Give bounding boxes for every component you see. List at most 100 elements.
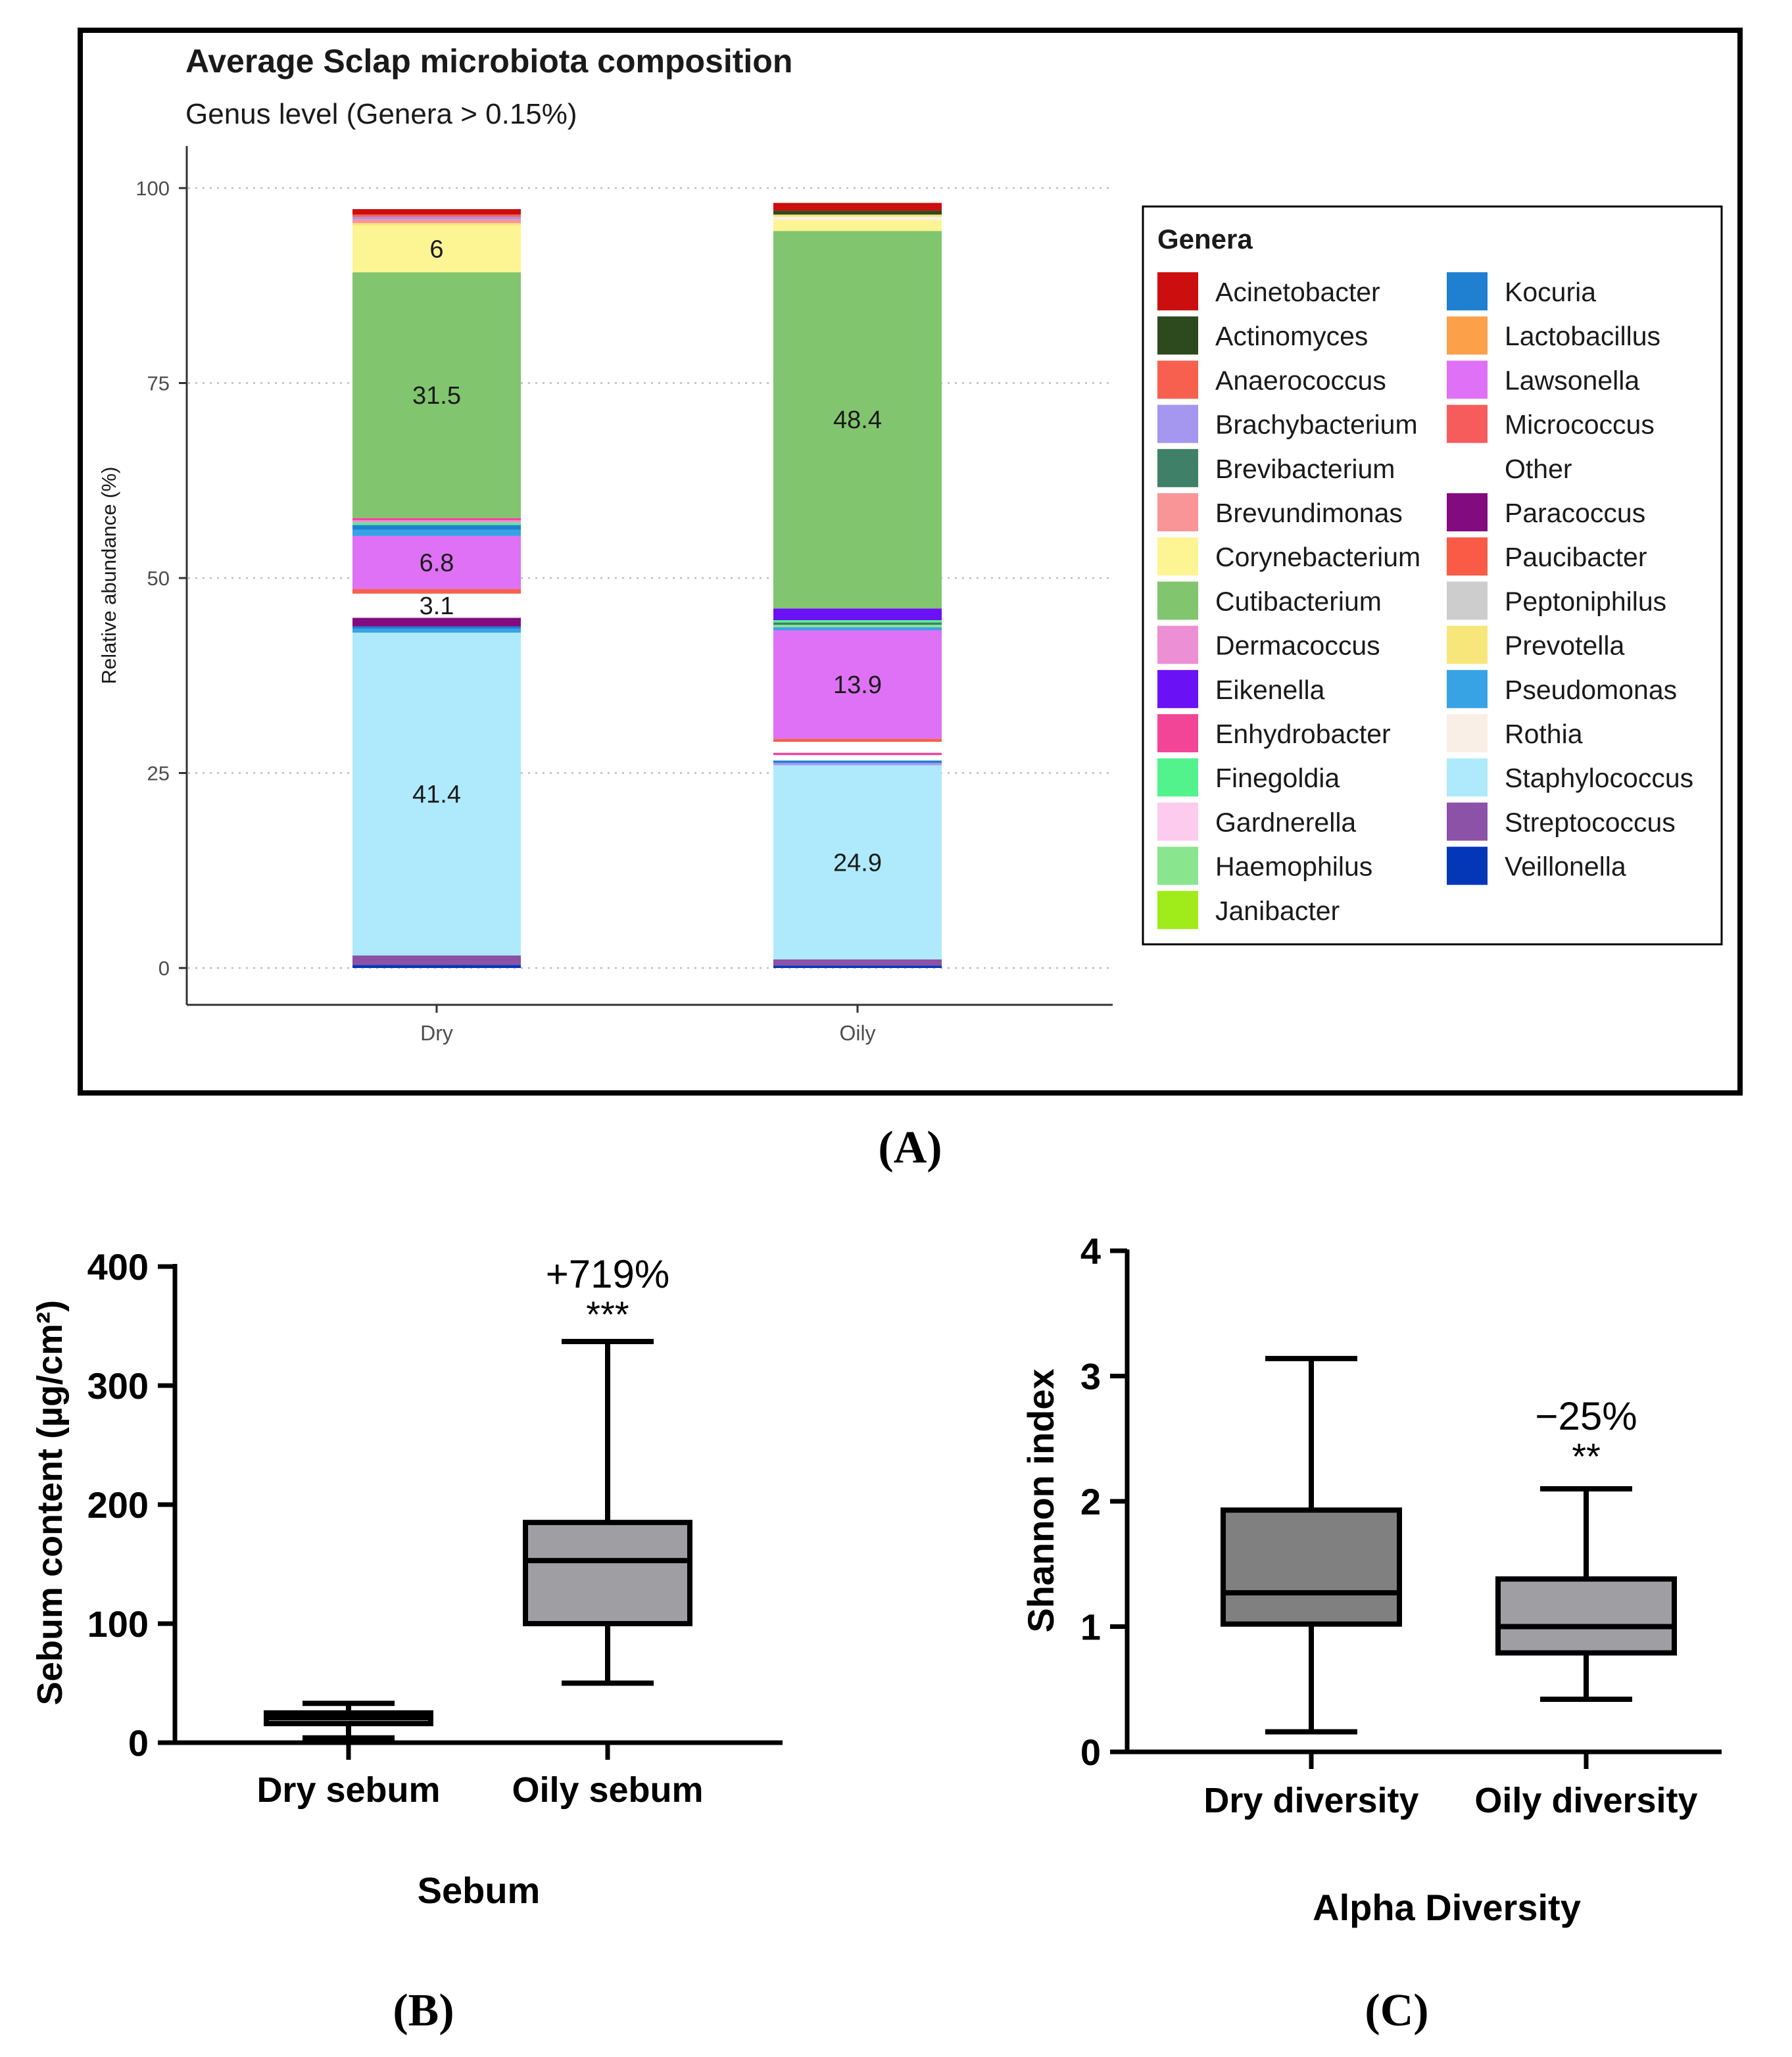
bar-seg-dry-corynebacterium-15 xyxy=(352,225,521,273)
b-y-tick-label-100: 100 xyxy=(87,1603,149,1645)
bar-seg-oily-enhydrobacter-6 xyxy=(773,752,942,756)
a-y-ticks: 0 25 50 75 100 xyxy=(135,177,187,980)
legend-swatch-micrococcus xyxy=(1447,404,1488,443)
legend-label-corynebacterium: Corynebacterium xyxy=(1215,542,1420,572)
bar-seg-dry-anaerococcus-7 xyxy=(352,589,521,594)
panel-c-caption: (C) xyxy=(1365,1985,1428,2036)
a-y-tick-label-50: 50 xyxy=(147,567,170,590)
legend-label-paracoccus: Paracoccus xyxy=(1505,498,1645,528)
b-x-tick-label-dry-sebum: Dry sebum xyxy=(256,1770,440,1810)
b-annotation-percent: +719% xyxy=(546,1252,670,1296)
a-y-tick-label-0: 0 xyxy=(158,957,170,980)
legend: Genera Acinetobacter Actinomyces Anaerococ… xyxy=(1142,205,1723,946)
legend-swatch-gardnerella xyxy=(1157,802,1198,841)
bar-seg-dry-brevundimonas-17 xyxy=(352,219,521,224)
legend-swatch-acinetobacter xyxy=(1157,272,1198,310)
c-x-axis-label: Alpha Diversity xyxy=(1313,1887,1581,1928)
a-y-axis-label: Relative abundance (%) xyxy=(97,467,120,685)
bar-seg-dry-paracoccus-5 xyxy=(352,617,521,627)
c-annotations: −25%** xyxy=(1535,1394,1637,1477)
c-y-axis-label: Shannon index xyxy=(1020,1368,1061,1632)
panel-b-caption: (B) xyxy=(393,1985,454,2036)
bar-seg-dry-cutibacterium-14 xyxy=(352,272,521,518)
bar-seg-dry-pseudomonas-3 xyxy=(352,629,521,633)
bar-value-label-dry-staphylococcus: 41.4 xyxy=(412,781,461,809)
bar-value-label-oily-cutibacterium: 48.4 xyxy=(833,406,882,434)
legend-label-rothia: Rothia xyxy=(1505,719,1583,749)
legend-label-lawsonella: Lawsonella xyxy=(1505,365,1639,395)
legend-swatch-lawsonella xyxy=(1447,360,1488,399)
legend-label-staphylococcus: Staphylococcus xyxy=(1505,763,1693,793)
bar-seg-dry-kocuria-10 xyxy=(352,525,521,530)
a-bar-labels: 41.4 3.1 6.8 31.5 6 24.9 13.9 48.4 xyxy=(412,236,882,877)
legend-swatch-brevibacterium xyxy=(1157,448,1198,487)
bar-value-label-dry-cutibacterium: 31.5 xyxy=(412,382,461,410)
legend-swatch-brevundimonas xyxy=(1157,493,1198,531)
b-y-tick-label-200: 200 xyxy=(87,1484,149,1526)
legend-label-streptococcus: Streptococcus xyxy=(1505,807,1676,837)
bar-seg-dry-brachybacterium-18 xyxy=(352,216,521,220)
legend-label-peptoniphilus: Peptoniphilus xyxy=(1505,586,1666,616)
legend-swatch-veillonella xyxy=(1447,846,1488,885)
c-boxes xyxy=(1221,1355,1677,1735)
b-annotations: +719%*** xyxy=(546,1252,670,1335)
bar-seg-oily-prevotella-18 xyxy=(773,214,942,217)
b-boxes xyxy=(264,1339,692,1741)
legend-swatch-staphylococcus xyxy=(1447,758,1488,797)
c-x-tick-label-oily-diversity: Oily diversity xyxy=(1474,1781,1697,1820)
a-y-tick-label-100: 100 xyxy=(135,177,170,200)
chart-subtitle: Genus level (Genera > 0.15%) xyxy=(185,98,577,130)
legend-label-paucibacter: Paucibacter xyxy=(1505,542,1647,572)
legend-frame xyxy=(1142,205,1723,946)
a-x-ticks: Dry Oily xyxy=(420,1005,876,1045)
a-y-tick-label-75: 75 xyxy=(147,372,170,395)
a-x-tick-label-dry: Dry xyxy=(420,1021,453,1045)
bar-seg-dry-other-6 xyxy=(352,593,521,618)
c-box-dry-diversity xyxy=(1221,1507,1402,1627)
bar-seg-oily-acinetobacter-20 xyxy=(773,203,942,211)
legend-label-eikenella: Eikenella xyxy=(1215,675,1325,705)
legend-swatch-paucibacter xyxy=(1447,537,1488,576)
bar-seg-dry-lawsonella-8 xyxy=(352,535,521,589)
legend-swatch-kocuria xyxy=(1447,272,1488,310)
bar-seg-oily-corynebacterium-16 xyxy=(773,220,942,231)
legend-label-anaerococcus: Anaerococcus xyxy=(1215,365,1386,395)
a-bars xyxy=(352,203,942,968)
bar-seg-oily-brevibacterium-12 xyxy=(773,622,942,625)
legend-swatch-corynebacterium xyxy=(1157,537,1198,576)
bar-seg-oily-eikenella-14 xyxy=(773,608,942,621)
legend-label-dermacoccus: Dermacoccus xyxy=(1215,631,1380,661)
legend-label-lactobacillus: Lactobacillus xyxy=(1505,321,1660,351)
legend-label-haemophilus: Haemophilus xyxy=(1215,852,1372,882)
c-y-tick-label-0: 0 xyxy=(1080,1731,1101,1773)
bar-seg-oily-veillonella-0 xyxy=(773,965,942,968)
c-y-ticks: 0 1 2 3 4 xyxy=(1080,1230,1127,1773)
bar-value-label-dry-corynebacterium: 6 xyxy=(429,236,443,264)
legend-label-janibacter: Janibacter xyxy=(1215,896,1340,926)
panel-b: 0 100 200 300 400 Dry sebum Oily sebum +719%*… xyxy=(30,1246,783,1911)
b-x-tick-label-oily-sebum: Oily sebum xyxy=(512,1770,703,1810)
panel-a: Average Sclap microbiota composition Gen… xyxy=(78,28,1743,1096)
legend-label-kocuria: Kocuria xyxy=(1505,277,1596,307)
legend-label-cutibacterium: Cutibacterium xyxy=(1215,586,1382,616)
bar-seg-oily-finegoldia-13 xyxy=(773,620,942,623)
bar-seg-oily-haemophilus-11 xyxy=(773,625,942,627)
legend-swatch-haemophilus xyxy=(1157,846,1198,885)
legend-swatch-actinomyces xyxy=(1157,316,1198,355)
c-y-tick-label-3: 3 xyxy=(1080,1356,1101,1397)
bar-seg-dry-pseudomonas-9 xyxy=(352,529,521,536)
legend-swatch-lactobacillus xyxy=(1447,316,1488,355)
legend-label-brachybacterium: Brachybacterium xyxy=(1215,410,1418,440)
bar-seg-oily-pseudomonas-10 xyxy=(773,627,942,631)
legend-label-other: Other xyxy=(1505,454,1572,484)
b-y-tick-label-0: 0 xyxy=(128,1722,149,1764)
legend-items: Acinetobacter Actinomyces Anaerococcus Brac… xyxy=(1157,272,1693,929)
chart-title: Average Sclap microbiota composition xyxy=(185,43,792,80)
legend-swatch-peptoniphilus xyxy=(1447,581,1488,620)
bar-seg-dry-finegoldia-11 xyxy=(352,522,521,525)
b-annotation-significance: *** xyxy=(586,1294,629,1335)
bar-seg-oily-other-7 xyxy=(773,742,942,753)
legend-swatch-other xyxy=(1447,448,1488,487)
bar-seg-oily-streptococcus-1 xyxy=(773,959,942,966)
legend-swatch-brachybacterium xyxy=(1157,404,1198,443)
